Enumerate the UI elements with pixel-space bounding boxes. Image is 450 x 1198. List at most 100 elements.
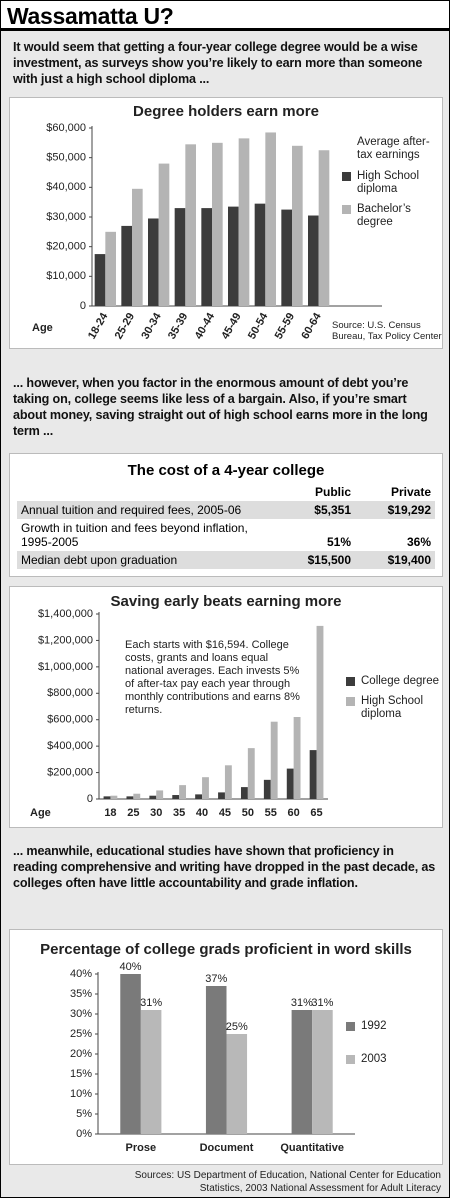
- y-tick-label: 0%: [76, 1128, 92, 1140]
- x-tick-label: 55: [265, 807, 277, 819]
- bar: [228, 206, 239, 306]
- bar: [158, 163, 170, 306]
- header-row: Public Private: [17, 483, 435, 501]
- cell: $5,351: [314, 503, 351, 517]
- bar: [218, 792, 225, 799]
- bar: [132, 188, 143, 306]
- y-tick-label: $10,000: [46, 270, 86, 282]
- x-tick-label: 30: [150, 807, 162, 819]
- bar: [270, 721, 278, 799]
- y-tick-label: $200,000: [47, 766, 93, 778]
- legend-entry: Bachelor’s degree: [342, 203, 438, 229]
- bar: [240, 787, 248, 799]
- bar: [174, 208, 186, 306]
- y-tick-label: $20,000: [46, 241, 86, 253]
- bar: [172, 795, 180, 799]
- row-label: Median debt upon graduation: [21, 553, 178, 567]
- value-label: 31%: [140, 997, 162, 1009]
- x-tick-label: 65: [310, 807, 322, 819]
- bar: [224, 765, 232, 799]
- legend: College degree High School diploma: [346, 675, 442, 728]
- bar: [156, 790, 164, 799]
- paragraph: It would seem that getting a four-year c…: [13, 40, 423, 86]
- value-label: 37%: [205, 973, 227, 985]
- y-tick-label: $400,000: [47, 740, 93, 752]
- bar: [205, 986, 227, 1134]
- table-title: The cost of a 4-year college: [127, 462, 325, 479]
- x-tick-label: 50-54: [246, 310, 271, 341]
- x-tick-label: 35: [173, 807, 185, 819]
- y-tick-label: $1,200,000: [38, 634, 93, 646]
- y-tick-label: $50,000: [46, 152, 86, 164]
- bar: [265, 132, 276, 306]
- x-tick-label: 45-49: [219, 311, 243, 341]
- legend-label: High School diploma: [361, 695, 424, 720]
- chart-title: Saving early beats earning more: [111, 593, 342, 610]
- value-label: 31%: [291, 997, 313, 1009]
- table-panel: The cost of a 4-year college Public Priv…: [9, 453, 443, 577]
- bar: [226, 1034, 248, 1134]
- y-tick-label: 30%: [70, 1008, 92, 1020]
- y-tick-label: 25%: [70, 1028, 92, 1040]
- legend-swatch: [346, 1055, 355, 1064]
- y-tick-label: 5%: [76, 1108, 92, 1120]
- bar: [201, 208, 212, 306]
- y-tick-label: 40%: [70, 968, 92, 980]
- bar: [286, 768, 294, 799]
- bar: [120, 974, 141, 1134]
- legend-label: High School diploma: [357, 170, 420, 195]
- bar: [318, 150, 330, 306]
- legend: 1992 2003: [346, 1020, 436, 1086]
- chart-title: Percentage of college grads proficient i…: [40, 941, 412, 958]
- page-title: Wassamatta U?: [1, 1, 449, 31]
- bar: [105, 231, 116, 306]
- bar: [292, 145, 303, 306]
- y-tick-label: 20%: [70, 1048, 92, 1060]
- bar: [281, 209, 292, 306]
- chart-title: Degree holders earn more: [133, 103, 319, 120]
- sources: Sources: US Department of Education, Nat…: [134, 1170, 441, 1194]
- value-label: 40%: [120, 961, 142, 973]
- x-tick-label: 50: [242, 807, 254, 819]
- x-tick-label: 18-24: [86, 310, 111, 341]
- legend-label: Bachelor’s degree: [357, 203, 411, 228]
- x-tick-label: 18: [104, 807, 116, 819]
- legend: Average after-tax earnings High School di…: [342, 136, 438, 236]
- legend-swatch: [342, 172, 351, 181]
- chart: Saving early beats earning more 0 $200,000…: [30, 593, 342, 819]
- legend-label: 2003: [361, 1053, 387, 1065]
- x-tick-label: Document: [200, 1142, 254, 1154]
- bar: [185, 144, 196, 306]
- y-tick-label: 0: [87, 793, 93, 805]
- value-label: 31%: [311, 997, 333, 1009]
- legend-swatch: [346, 677, 355, 686]
- bar: [263, 779, 271, 799]
- y-tick-label: $30,000: [46, 211, 86, 223]
- legend-entry: High School diploma: [342, 170, 438, 196]
- x-axis-label: Age: [30, 807, 51, 819]
- y-tick-label: 10%: [70, 1088, 92, 1100]
- y-tick-label: 15%: [70, 1068, 92, 1080]
- legend-entry: 1992: [346, 1020, 436, 1033]
- chart-panel: Saving early beats earning more 0 $200,000…: [9, 586, 443, 828]
- x-tick-label: 55-59: [273, 311, 297, 341]
- cell: $19,292: [387, 503, 431, 517]
- cell: $15,500: [307, 553, 351, 567]
- x-tick-label: 35-39: [166, 311, 190, 341]
- table-row: Growth in tuition and fees beyond inflat…: [17, 519, 435, 551]
- legend-entry: College degree: [346, 675, 442, 688]
- table-row: Annual tuition and required fees, 2005-0…: [17, 501, 435, 519]
- cell: 36%: [406, 535, 431, 549]
- x-tick-label: 45: [219, 807, 231, 819]
- y-tick-label: 0: [80, 300, 86, 312]
- x-tick-label: 60: [288, 807, 300, 819]
- chart-panel: Percentage of college grads proficient i…: [9, 929, 443, 1165]
- bar: [179, 785, 187, 799]
- x-tick-label: 25-29: [113, 311, 137, 341]
- legend-title: Average after-tax earnings: [357, 136, 430, 161]
- bar: [103, 796, 111, 799]
- bar: [247, 748, 255, 799]
- legend-swatch: [346, 697, 355, 706]
- legend-entry: High School diploma: [346, 695, 442, 721]
